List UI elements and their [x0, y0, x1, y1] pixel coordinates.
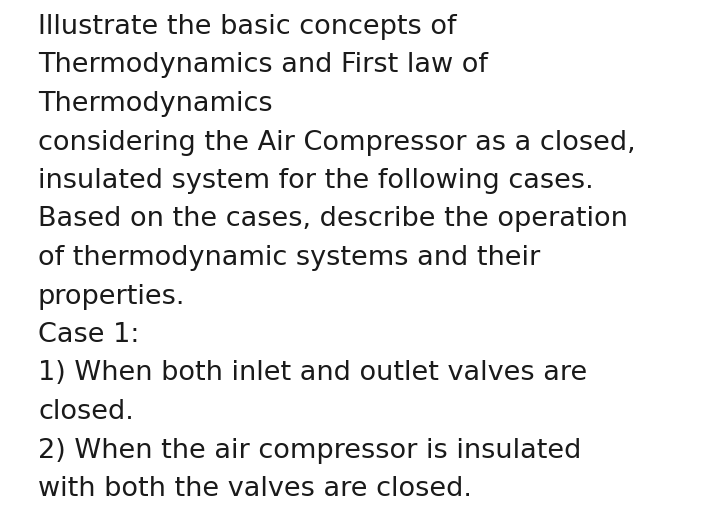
- Text: with both the valves are closed.: with both the valves are closed.: [38, 476, 472, 502]
- Text: Illustrate the basic concepts of: Illustrate the basic concepts of: [38, 14, 456, 40]
- Text: insulated system for the following cases.: insulated system for the following cases…: [38, 168, 593, 194]
- Text: properties.: properties.: [38, 284, 185, 309]
- Text: 2) When the air compressor is insulated: 2) When the air compressor is insulated: [38, 437, 581, 464]
- Text: of thermodynamic systems and their: of thermodynamic systems and their: [38, 245, 540, 271]
- Text: Thermodynamics and First law of: Thermodynamics and First law of: [38, 53, 488, 79]
- Text: Thermodynamics: Thermodynamics: [38, 91, 273, 117]
- Text: considering the Air Compressor as a closed,: considering the Air Compressor as a clos…: [38, 130, 636, 155]
- Text: closed.: closed.: [38, 399, 134, 425]
- Text: Case 1:: Case 1:: [38, 322, 140, 348]
- Text: Based on the cases, describe the operation: Based on the cases, describe the operati…: [38, 207, 628, 232]
- Text: 1) When both inlet and outlet valves are: 1) When both inlet and outlet valves are: [38, 360, 588, 386]
